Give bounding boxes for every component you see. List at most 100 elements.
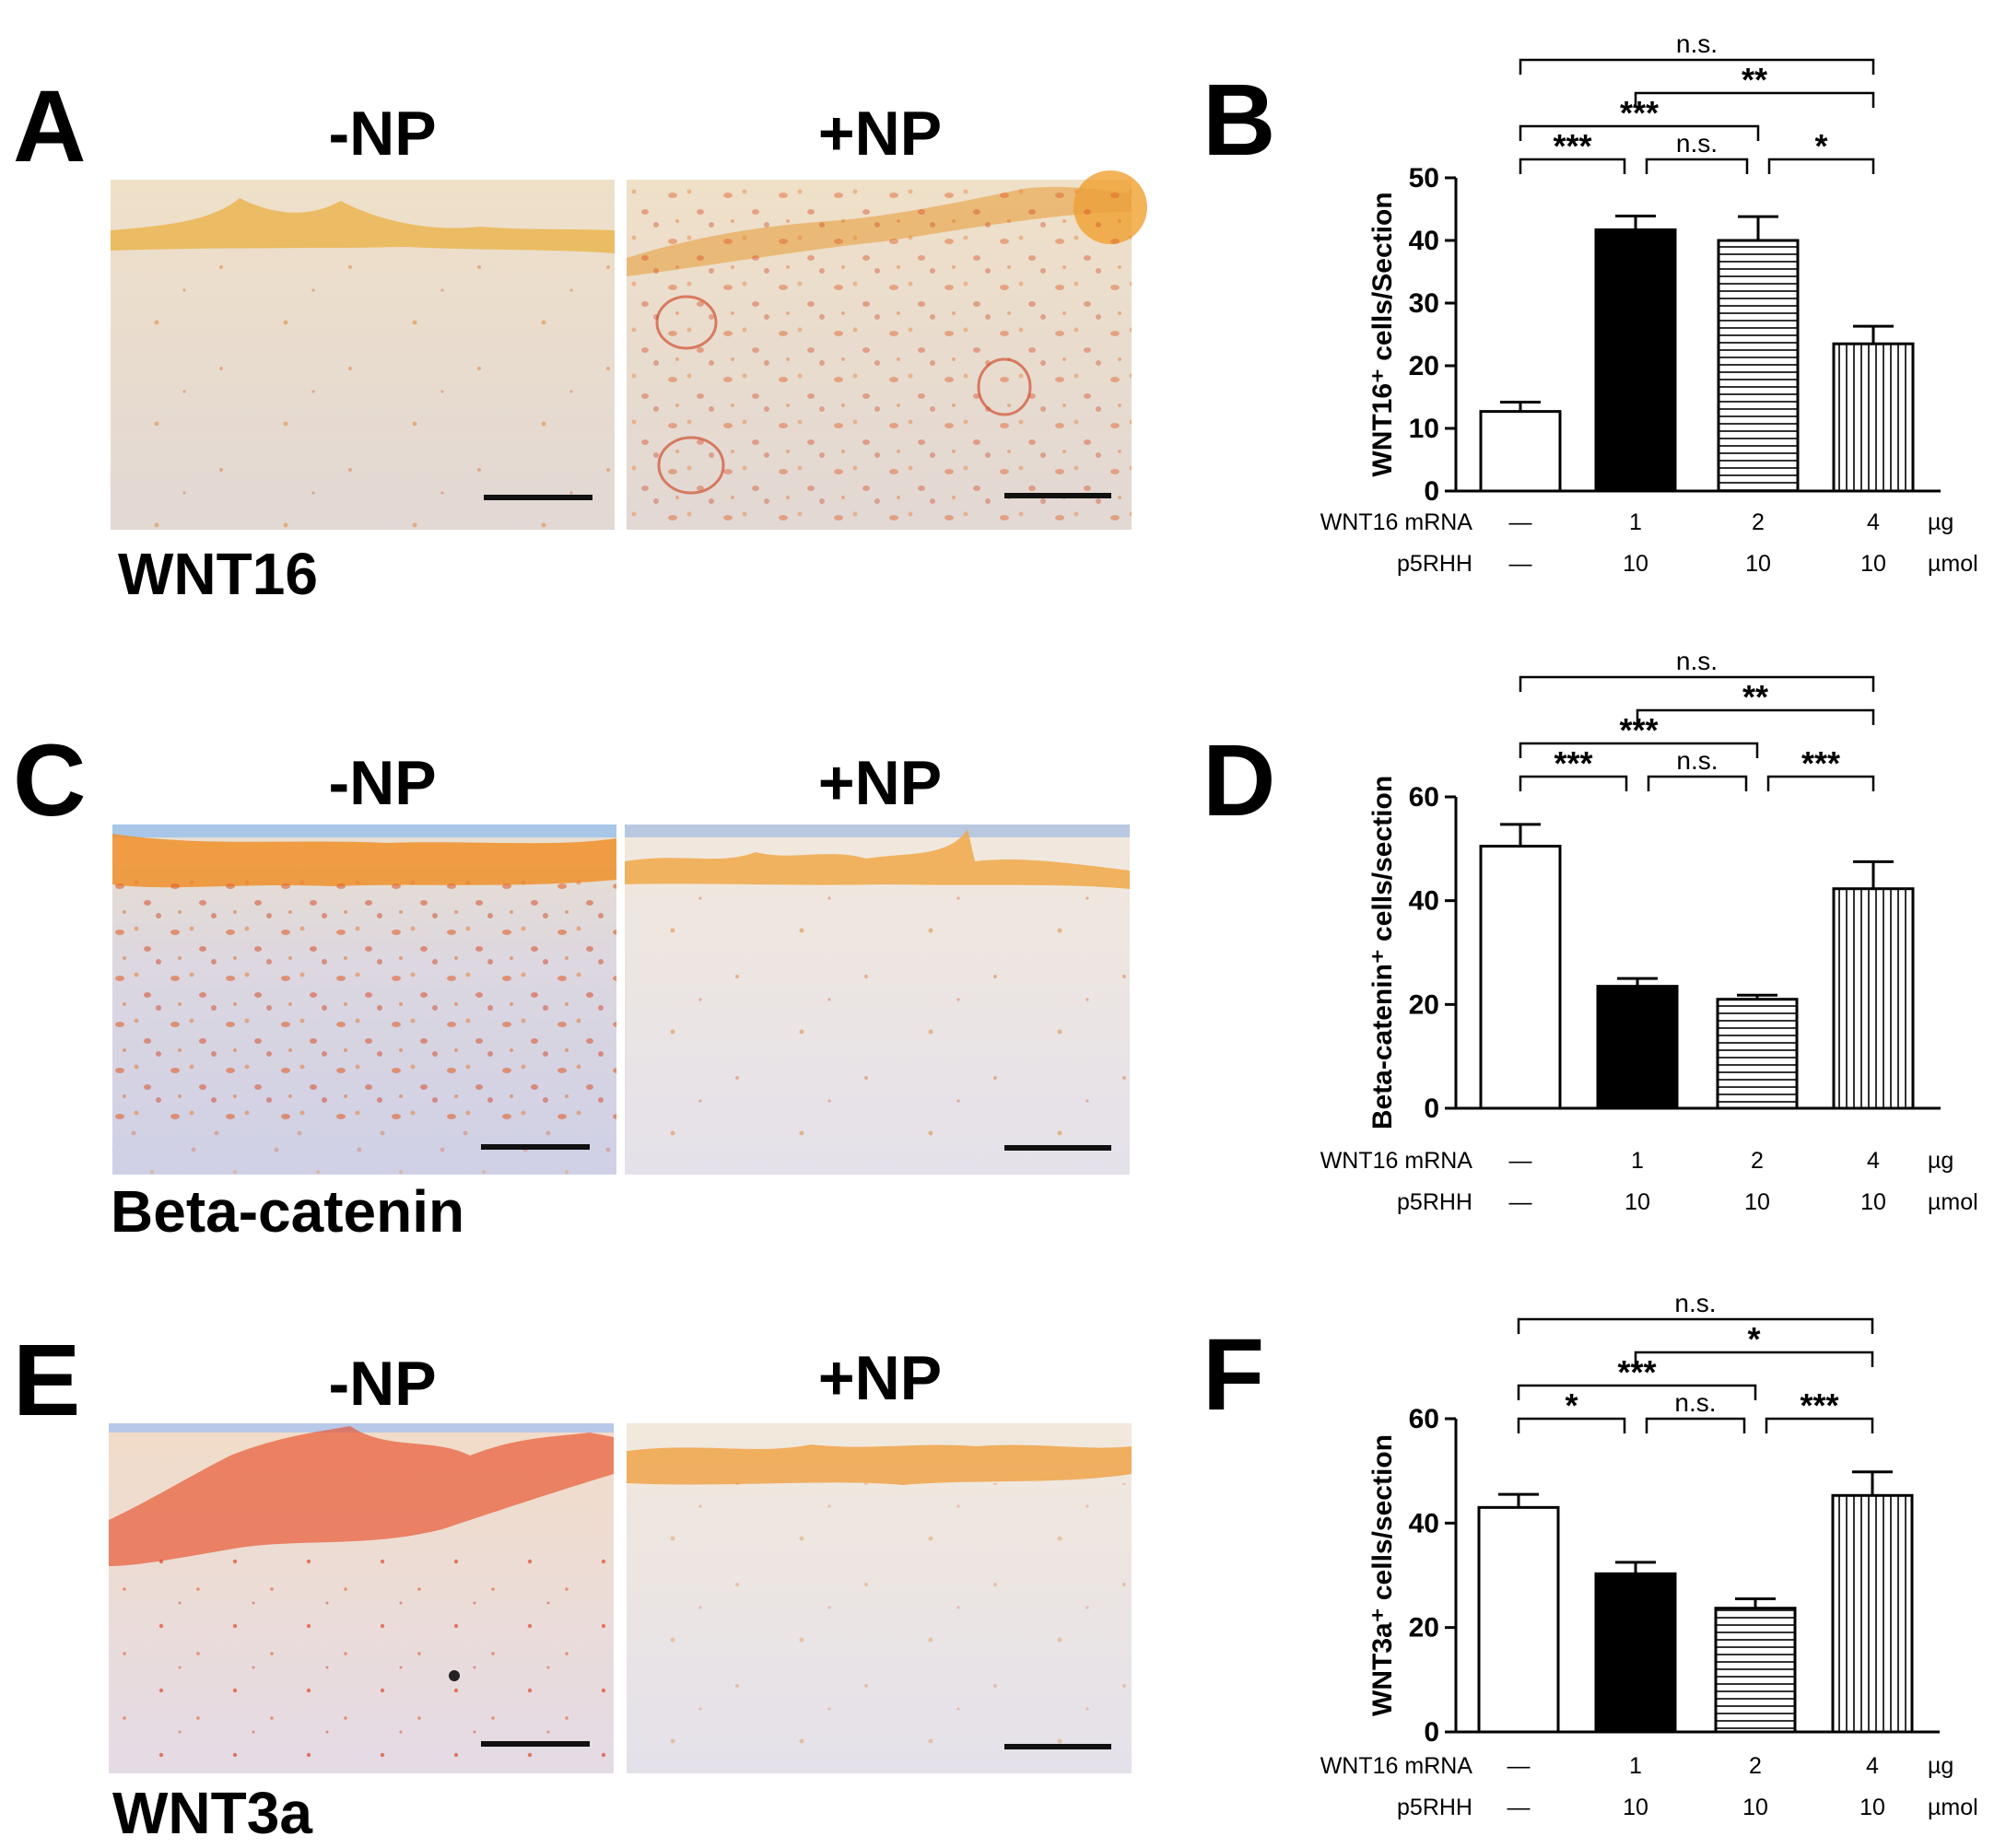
micrograph-a-plus-np <box>627 170 1147 530</box>
condition-value: 2 <box>1749 1753 1762 1779</box>
micrograph-e-minus-np <box>109 1423 614 1773</box>
significance-bracket <box>1634 1351 1874 1367</box>
np-label-left-e: -NP <box>328 1349 436 1419</box>
bar <box>1479 845 1562 1110</box>
y-tick-label: 50 <box>1409 163 1439 193</box>
condition-value: — <box>1509 1148 1532 1174</box>
significance-bracket <box>1519 742 1759 758</box>
significance-label: *** <box>1620 94 1659 132</box>
y-tick-label: 20 <box>1409 1613 1439 1643</box>
bar <box>1714 1607 1797 1734</box>
y-axis-title: WNT3a⁺ cells/section <box>1367 1434 1398 1716</box>
condition-value: 10 <box>1860 551 1886 577</box>
significance-label: n.s. <box>1676 746 1718 775</box>
condition-label-wnt16: WNT16 mRNA <box>1320 509 1473 535</box>
condition-value: 2 <box>1752 509 1765 535</box>
significance-label: n.s. <box>1676 647 1718 675</box>
significance-label: *** <box>1554 744 1592 782</box>
significance-bracket <box>1519 675 1875 692</box>
condition-unit: µmol <box>1928 1795 1978 1820</box>
significance-label: *** <box>1553 127 1591 165</box>
bar <box>1479 410 1562 493</box>
significance-bracket <box>1519 158 1626 174</box>
panel-letter-b: B <box>1202 64 1275 177</box>
y-tick-label: 30 <box>1409 288 1439 319</box>
panel-letter-e: E <box>13 1324 80 1437</box>
y-tick-label: 10 <box>1409 414 1439 444</box>
condition-unit: µmol <box>1928 551 1978 577</box>
condition-value: — <box>1507 1795 1531 1820</box>
stain-label-e: WNT3a <box>112 1780 312 1846</box>
bar-chart-d: D 0 20 40 60 Beta-catenin⁺ cells/section n.s.… <box>1202 647 1978 1215</box>
y-tick-label: 60 <box>1409 782 1439 813</box>
significance-bracket <box>1645 1417 1746 1433</box>
stain-label-c: Beta-catenin <box>111 1178 464 1245</box>
condition-value: 10 <box>1623 551 1648 577</box>
micrograph-c-minus-np <box>112 825 616 1175</box>
significance-label: ** <box>1742 61 1767 99</box>
significance-bracket <box>1519 58 1875 75</box>
np-label-right-a: +NP <box>818 99 942 169</box>
micrograph-row-a: A -NP +NP WNT16 <box>13 70 1147 607</box>
condition-label-wnt16: WNT16 mRNA <box>1320 1148 1473 1174</box>
micrograph-e-plus-np <box>627 1423 1132 1773</box>
significance-bracket <box>1765 1417 1874 1433</box>
condition-value: — <box>1509 1189 1532 1215</box>
bar <box>1831 1493 1914 1734</box>
condition-value: — <box>1507 1753 1531 1779</box>
condition-value: 4 <box>1867 1148 1880 1174</box>
significance-bracket <box>1517 1417 1626 1433</box>
significance-bracket <box>1645 158 1749 174</box>
significance-bracket <box>1517 1384 1757 1400</box>
significance-bracket <box>1767 158 1875 174</box>
condition-value: — <box>1509 551 1532 577</box>
y-tick-label: 40 <box>1409 226 1439 256</box>
y-tick-label: 60 <box>1409 1404 1439 1434</box>
y-tick-label: 20 <box>1409 351 1439 381</box>
np-label-right-c: +NP <box>818 748 942 818</box>
condition-value: 1 <box>1629 509 1642 535</box>
significance-label: * <box>1814 127 1827 165</box>
panel-letter-a: A <box>13 70 86 183</box>
bar <box>1596 985 1679 1110</box>
micrograph-row-e: E -NP +NP WNT3a <box>13 1324 1132 1846</box>
condition-value: 1 <box>1631 1148 1644 1174</box>
stain-label-a: WNT16 <box>118 541 318 607</box>
np-label-left-a: -NP <box>328 99 436 169</box>
significance-bracket <box>1766 775 1875 791</box>
y-axis-title: Beta-catenin⁺ cells/section <box>1367 776 1398 1129</box>
significance-label: n.s. <box>1676 29 1718 58</box>
significance-label: *** <box>1617 1353 1656 1391</box>
significance-label: n.s. <box>1676 129 1718 158</box>
condition-value: 10 <box>1744 1189 1770 1215</box>
significance-bracket <box>1519 124 1760 141</box>
significance-bracket <box>1647 775 1748 791</box>
significance-label: *** <box>1619 711 1658 749</box>
condition-value: — <box>1509 509 1532 535</box>
y-tick-label: 0 <box>1424 1094 1439 1124</box>
significance-label: ** <box>1742 678 1768 716</box>
np-label-left-c: -NP <box>328 748 436 818</box>
bar <box>1832 887 1915 1110</box>
bar <box>1477 1505 1560 1734</box>
y-tick-label: 20 <box>1409 989 1439 1020</box>
significance-label: *** <box>1801 744 1840 782</box>
condition-value: 1 <box>1629 1753 1642 1779</box>
condition-value: 10 <box>1860 1189 1886 1215</box>
significance-bracket <box>1636 708 1875 725</box>
condition-value: 10 <box>1625 1189 1650 1215</box>
significance-label: * <box>1565 1386 1578 1424</box>
y-axis-title: WNT16⁺ cells/Section <box>1367 192 1398 476</box>
bar <box>1832 342 1915 493</box>
condition-value: 10 <box>1623 1795 1648 1820</box>
condition-unit: µg <box>1928 1148 1953 1174</box>
condition-label-wnt16: WNT16 mRNA <box>1320 1753 1473 1779</box>
significance-label: * <box>1747 1320 1760 1358</box>
significance-label: *** <box>1800 1386 1838 1424</box>
panel-letter-f: F <box>1202 1318 1264 1432</box>
significance-bracket <box>1517 1317 1874 1334</box>
y-tick-label: 40 <box>1409 1508 1439 1538</box>
